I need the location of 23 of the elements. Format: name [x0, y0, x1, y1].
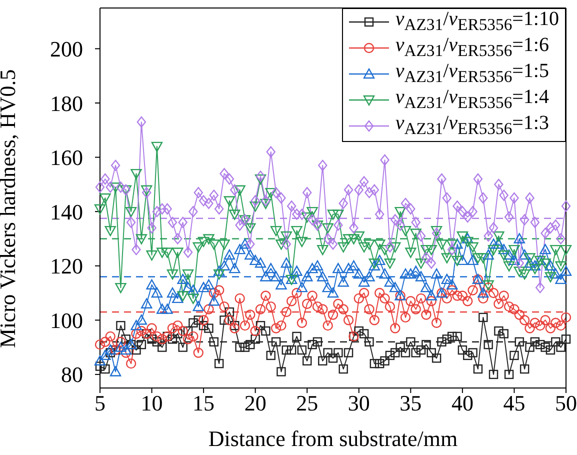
legend-label: v$_{AZ31}$/v$_{ER5356}$=1:3: [395, 112, 549, 139]
y-tick-label: 180: [50, 90, 83, 116]
x-tick-label: 40: [451, 390, 474, 416]
x-tick-label: 50: [555, 390, 577, 416]
y-tick-label: 120: [50, 254, 83, 279]
x-tick-label: 5: [94, 390, 106, 416]
x-axis-title: Distance from substrate/mm: [208, 426, 458, 451]
legend-label: v$_{AZ31}$/v$_{ER5356}$=1:4: [395, 86, 549, 113]
y-tick-label: 200: [50, 36, 83, 62]
y-tick-label: 160: [50, 145, 83, 170]
x-tick-label: 30: [348, 390, 370, 416]
x-tick-label: 35: [400, 390, 422, 416]
x-tick-label: 10: [140, 390, 163, 416]
y-tick-label: 80: [61, 362, 83, 388]
legend-label: v$_{AZ31}$/v$_{ER5356}$=1:10: [395, 8, 559, 35]
x-tick-label: 25: [296, 390, 318, 416]
x-tick-label: 45: [503, 390, 526, 416]
x-tick-label: 20: [244, 390, 266, 416]
x-tick-label: 15: [192, 390, 215, 416]
y-tick-label: 140: [50, 199, 83, 224]
y-tick-label: 100: [50, 308, 83, 333]
legend-label: v$_{AZ31}$/v$_{ER5356}$=1:6: [395, 34, 549, 61]
legend-label: v$_{AZ31}$/v$_{ER5356}$=1:5: [395, 60, 549, 87]
